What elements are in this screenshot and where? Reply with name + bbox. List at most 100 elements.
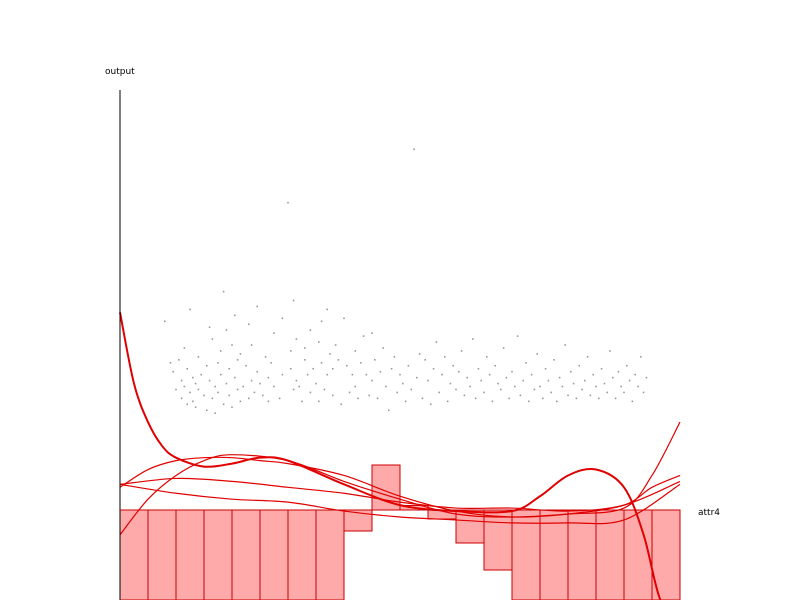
scatter-point — [214, 412, 216, 414]
scatter-point — [217, 391, 219, 394]
scatter-point — [533, 388, 536, 391]
scatter-point — [528, 400, 530, 403]
regression-curve — [119, 456, 681, 518]
scatter-point — [438, 391, 440, 394]
scatter-point — [371, 332, 373, 334]
scatter-points — [164, 148, 648, 414]
scatter-point — [446, 400, 449, 403]
scatter-point — [295, 338, 298, 340]
scatter-point — [578, 364, 580, 367]
scatter-point — [598, 397, 600, 400]
scatter-point — [432, 367, 435, 370]
scatter-point — [248, 397, 250, 400]
scatter-point — [441, 373, 443, 376]
scatter-point — [365, 373, 368, 376]
scatter-point — [178, 359, 180, 361]
histogram-bar — [623, 509, 653, 600]
scatter-point — [236, 388, 239, 391]
regression-curve — [119, 483, 681, 525]
scatter-point — [225, 382, 228, 385]
scatter-point — [539, 385, 541, 388]
scatter-point — [304, 347, 306, 349]
scatter-point — [544, 367, 547, 370]
scatter-point — [337, 359, 340, 361]
scatter-point — [220, 373, 222, 376]
scatter-point — [463, 394, 466, 397]
scatter-point — [217, 361, 219, 364]
scatter-point — [354, 385, 356, 388]
scatter-point — [360, 361, 362, 364]
scatter-point — [220, 350, 222, 352]
histogram-bar — [259, 509, 289, 600]
histogram-bar — [231, 509, 261, 600]
scatter-point — [298, 385, 300, 388]
scatter-point — [273, 385, 275, 388]
scatter-point — [606, 391, 608, 394]
scatter-point — [281, 317, 284, 320]
histogram-bar — [511, 509, 541, 600]
scatter-point — [273, 332, 275, 334]
scatter-point — [620, 385, 622, 388]
scatter-point — [393, 356, 396, 358]
scatter-point — [194, 382, 197, 385]
regression-curve — [119, 312, 662, 600]
scatter-point — [214, 385, 216, 388]
histogram-bars — [119, 464, 681, 600]
scatter-point — [614, 397, 617, 400]
scatter-point — [332, 394, 334, 397]
scatter-point — [250, 379, 253, 382]
scatter-point — [295, 379, 298, 382]
scatter-point — [242, 385, 244, 388]
scatter-point — [346, 364, 348, 367]
scatter-point — [334, 344, 337, 346]
scatter-point — [206, 409, 208, 412]
scatter-point — [488, 373, 491, 376]
scatter-point — [270, 361, 272, 364]
scatter-point — [256, 370, 258, 373]
scatter-point — [561, 385, 564, 388]
scatter-point — [253, 391, 256, 394]
scatter-point — [609, 350, 611, 352]
scatter-point — [264, 356, 267, 358]
scatter-point — [183, 347, 186, 349]
scatter-point — [474, 397, 477, 400]
scatter-point — [500, 388, 502, 391]
scatter-point — [164, 320, 166, 323]
scatter-point — [287, 201, 289, 204]
scatter-point — [430, 403, 432, 406]
scatter-point — [455, 388, 457, 391]
scatter-point — [564, 344, 566, 346]
scatter-point — [385, 385, 387, 388]
scatter-point — [225, 329, 228, 331]
scatter-point — [326, 373, 328, 376]
scatter-point — [494, 364, 496, 367]
scatter-point — [306, 373, 309, 376]
scatter-point — [175, 388, 177, 391]
scatter-point — [407, 364, 410, 367]
scatter-point — [404, 400, 407, 403]
scatter-point — [486, 356, 488, 358]
scatter-point — [374, 359, 376, 361]
scatter-point — [206, 364, 208, 367]
scatter-point — [186, 403, 188, 406]
scatter-point — [192, 400, 194, 403]
scatter-point — [371, 379, 373, 382]
scatter-point — [290, 350, 292, 352]
histogram-bar — [287, 509, 317, 600]
scatter-point — [634, 373, 636, 376]
scatter-point — [250, 344, 253, 346]
scatter-point — [460, 350, 463, 352]
scatter-point — [458, 370, 460, 373]
scatter-point — [376, 397, 379, 400]
scatter-point — [180, 379, 183, 382]
scatter-point — [234, 376, 236, 379]
scatter-point — [354, 350, 356, 352]
scatter-point — [301, 400, 303, 403]
scatter-point — [522, 379, 524, 382]
scatter-point — [320, 361, 323, 364]
scatter-point — [340, 403, 342, 406]
scatter-point — [248, 323, 250, 326]
histogram-bar — [315, 509, 345, 600]
scatter-point — [553, 359, 555, 361]
scatter-point — [368, 394, 370, 397]
